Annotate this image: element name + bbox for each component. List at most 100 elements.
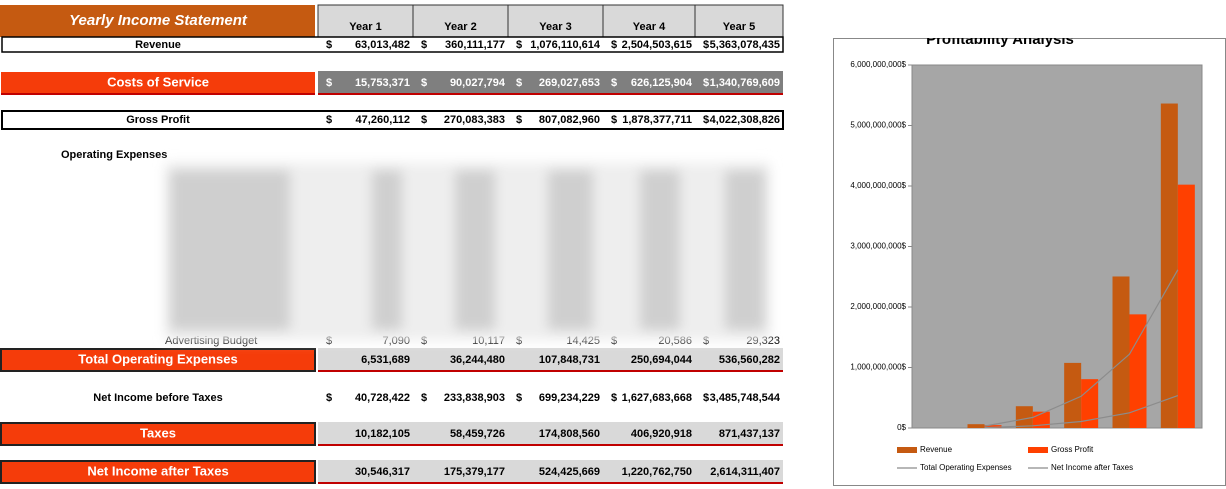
currency-symbol: $: [516, 335, 522, 347]
column-header-cell: [412, 4, 509, 38]
label-cell: [1, 72, 315, 94]
legend-label: Revenue: [920, 445, 953, 454]
currency-symbol: $: [326, 335, 332, 347]
cell-value: 1,627,683,668: [622, 392, 692, 404]
cell-value: 536,560,282: [719, 354, 780, 366]
y-tick-label: 2,000,000,000$: [850, 302, 906, 311]
bar: [1081, 379, 1099, 428]
cell-value: 270,083,383: [444, 114, 505, 126]
cell-value: 107,848,731: [539, 354, 600, 366]
cell-value: 175,379,177: [444, 466, 505, 478]
cell-value: 40,728,422: [355, 392, 410, 404]
cell-value: 269,027,653: [539, 77, 600, 89]
plot-area: [911, 64, 1203, 429]
cell-value: 90,027,794: [450, 77, 506, 89]
bar: [984, 425, 1002, 428]
cell-value: 233,838,903: [444, 392, 505, 404]
row-label: Revenue: [135, 39, 181, 51]
column-header: Year 2: [444, 21, 476, 33]
chart: Profitability Analysis 0$ 1,000,000,000$ 2,…: [833, 31, 1226, 486]
y-tick-label: 6,000,000,000$: [850, 60, 906, 69]
line-series: [984, 269, 1179, 427]
y-tick-label: 1,000,000,000$: [850, 363, 906, 372]
legend-label: Net Income after Taxes: [1051, 463, 1133, 472]
bar: [967, 424, 985, 428]
cell-value: 871,437,137: [719, 428, 780, 440]
currency-symbol: $: [421, 39, 427, 51]
line-series: [984, 394, 1179, 429]
sheet-title: Yearly Income Statement: [69, 12, 248, 29]
row-box: [1, 110, 784, 130]
value-band: [318, 71, 783, 93]
currency-symbol: $: [516, 392, 522, 404]
y-tick-label: 4,000,000,000$: [850, 181, 906, 190]
cell-value: 360,111,177: [445, 39, 505, 51]
bar: [1160, 103, 1178, 428]
cell-value: 4,022,308,826: [710, 114, 780, 126]
cell-value: 5,363,078,435: [710, 39, 780, 51]
cell-value: 2,614,311,407: [710, 466, 780, 478]
cell-value: 807,082,960: [539, 114, 600, 126]
cell-value: 406,920,918: [631, 428, 692, 440]
currency-symbol: $: [611, 114, 617, 126]
cell-value: 626,125,904: [631, 77, 693, 89]
currency-symbol: $: [703, 77, 709, 89]
bar: [1129, 314, 1147, 428]
value-band: [318, 460, 783, 482]
row-label: Gross Profit: [126, 114, 190, 126]
currency-symbol: $: [326, 77, 332, 89]
column-header-cell: [507, 4, 604, 38]
row-box: [1, 36, 784, 53]
cell-value: 63,013,482: [355, 39, 410, 51]
title-cell: [0, 5, 315, 37]
currency-symbol: $: [611, 77, 617, 89]
cell-value: 36,244,480: [450, 354, 505, 366]
blur-smudge: [548, 170, 593, 330]
column-header: Year 3: [539, 21, 571, 33]
legend-label: Gross Profit: [1051, 445, 1094, 454]
cell-value: 6,531,689: [361, 354, 410, 366]
row-label: Net Income after Taxes: [87, 463, 228, 478]
currency-symbol: $: [611, 392, 617, 404]
bar: [1112, 276, 1130, 428]
row-label: Costs of Service: [107, 74, 209, 89]
value-band: [318, 422, 783, 444]
legend-swatch: [1028, 447, 1048, 453]
cell-value: 58,459,726: [450, 428, 505, 440]
column-header: Year 5: [723, 21, 755, 33]
cell-value: 30,546,317: [355, 466, 410, 478]
currency-symbol: $: [326, 39, 332, 51]
blur-smudge: [725, 170, 765, 330]
column-header: Year 1: [349, 21, 381, 33]
cell-value: 47,260,112: [356, 114, 410, 126]
cell-value: 524,425,669: [539, 466, 600, 478]
currency-symbol: $: [326, 392, 332, 404]
currency-symbol: $: [326, 114, 332, 126]
cell-value: 1,076,110,614: [530, 39, 601, 51]
cell-value: 250,694,044: [631, 354, 693, 366]
row-label: Taxes: [140, 425, 176, 440]
label-cell: [0, 460, 316, 484]
currency-symbol: $: [516, 77, 522, 89]
blurred-region: [165, 163, 770, 340]
currency-symbol: $: [703, 335, 709, 347]
cell-value: 1,878,377,711: [622, 114, 692, 126]
currency-symbol: $: [516, 114, 522, 126]
chart-title: Profitability Analysis: [926, 31, 1074, 48]
bar: [1177, 184, 1195, 428]
blur-smudge: [455, 170, 495, 330]
y-tick-label: 3,000,000,000$: [850, 242, 906, 251]
currency-symbol: $: [703, 114, 709, 126]
legend-swatch: [897, 447, 917, 453]
currency-symbol: $: [421, 335, 427, 347]
currency-symbol: $: [703, 39, 709, 51]
cell-value: 15,753,371: [355, 77, 410, 89]
blur-smudge: [640, 170, 680, 330]
bar: [1015, 406, 1033, 428]
y-tick-label: 5,000,000,000$: [850, 121, 906, 130]
currency-symbol: $: [421, 77, 427, 89]
blur-smudge: [170, 170, 290, 330]
cell-value: 174,808,560: [539, 428, 600, 440]
currency-symbol: $: [516, 39, 522, 51]
